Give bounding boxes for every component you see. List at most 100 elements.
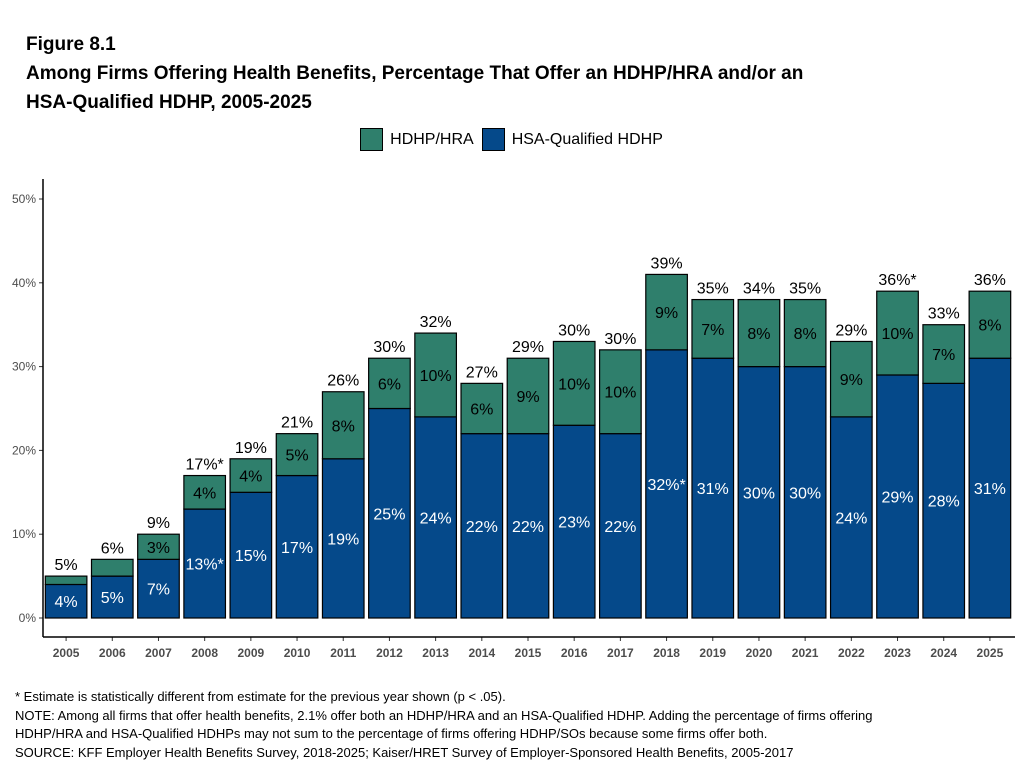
bar-hdhp-hra-2011: [321, 391, 365, 460]
data-label-hdhp-hra-2021: 8%: [794, 326, 817, 343]
total-label-2014: 27%: [466, 364, 498, 381]
bar-hsa-2019: [691, 357, 735, 619]
legend-swatch-hsa: [481, 128, 505, 151]
data-label-hdhp-hra-2016: 10%: [558, 376, 590, 393]
total-label-2011: 26%: [327, 373, 359, 390]
x-tick-label-2024: 2024: [930, 646, 957, 660]
bar-hsa-2014: [460, 433, 504, 619]
data-label-hsa-2016: 23%: [558, 515, 590, 532]
data-label-hdhp-hra-2020: 8%: [747, 326, 770, 343]
title-block: Figure 8.1 Among Firms Offering Health B…: [26, 30, 1006, 117]
bar-hdhp-hra-2016: [552, 340, 596, 426]
legend-label-hsa: HSA-Qualified HDHP: [511, 130, 663, 148]
bar-hsa-2025: [968, 357, 1012, 619]
total-label-2019: 35%: [697, 281, 729, 298]
y-tick-label: 20%: [12, 443, 36, 457]
footnote-source: SOURCE: KFF Employer Health Benefits Sur…: [15, 744, 794, 760]
data-label-hsa-2023: 29%: [882, 489, 914, 506]
total-label-2018: 39%: [651, 255, 683, 272]
bar-hsa-2015: [506, 433, 550, 619]
bar-hsa-2020: [737, 366, 781, 619]
bar-hdhp-hra-2025: [968, 290, 1012, 359]
data-label-hsa-2005: 4%: [55, 594, 78, 611]
bar-hdhp-hra-2009: [229, 458, 273, 493]
x-tick-label-2007: 2007: [145, 646, 172, 660]
bar-hsa-2010: [275, 474, 319, 619]
total-label-2008: 17%*: [186, 457, 224, 474]
bar-hsa-2016: [552, 424, 596, 619]
data-label-hdhp-hra-2008: 4%: [193, 485, 216, 502]
bar-hsa-2012: [368, 407, 411, 619]
footnote-asterisk: * Estimate is statistically different fr…: [15, 689, 506, 704]
bar-hsa-2018: [645, 349, 688, 619]
x-tick-label-2009: 2009: [238, 646, 265, 660]
total-label-2022: 29%: [835, 322, 867, 339]
x-tick-label-2023: 2023: [884, 646, 911, 660]
x-tick-label-2014: 2014: [468, 646, 495, 660]
bar-hsa-2013: [414, 416, 458, 619]
total-label-2007: 9%: [147, 515, 170, 532]
data-label-hsa-2009: 15%: [235, 548, 267, 565]
footnote-note-line-1: NOTE: Among all firms that offer health …: [15, 707, 873, 723]
bar-hdhp-hra-2010: [275, 433, 319, 477]
bar-hdhp-hra-2015: [506, 357, 550, 435]
data-label-hsa-2013: 24%: [420, 510, 452, 527]
y-tick-label: 50%: [12, 192, 36, 206]
data-label-hsa-2012: 25%: [373, 506, 405, 523]
chart-title-line-1: Among Firms Offering Health Benefits, Pe…: [26, 63, 804, 84]
stacked-bar-chart: 0% 10% 20% 30% 40% 50% 4% 5% 2005 5% 6% 2006 7% 3% 9% 2…: [12, 179, 1015, 660]
y-tick-label: 10%: [12, 527, 36, 541]
bar-hdhp-hra-2014: [460, 382, 504, 435]
total-label-2012: 30%: [373, 339, 405, 356]
legend-item-hsa: HSA-Qualified HDHP: [481, 128, 663, 151]
data-label-hsa-2019: 31%: [697, 481, 729, 498]
total-label-2013: 32%: [420, 314, 452, 331]
x-tick-label-2016: 2016: [561, 646, 588, 660]
y-tick-label: 30%: [12, 360, 36, 374]
x-tick-label-2005: 2005: [53, 646, 80, 660]
data-label-hdhp-hra-2017: 10%: [604, 385, 636, 402]
data-label-hdhp-hra-2007: 3%: [147, 540, 170, 557]
data-label-hsa-2015: 22%: [512, 519, 544, 536]
legend-swatch-hdhp-hra: [360, 128, 384, 151]
chart-title-line-2: HSA-Qualified HDHP, 2005-2025: [26, 92, 312, 113]
bar-hdhp-hra-2012: [368, 357, 411, 410]
footnotes: * Estimate is statistically different fr…: [15, 688, 1010, 762]
bar-hsa-2022: [829, 416, 873, 619]
x-tick-label-2013: 2013: [422, 646, 449, 660]
data-label-hdhp-hra-2023: 10%: [882, 326, 914, 343]
x-tick-label-2018: 2018: [653, 646, 680, 660]
bar-hdhp-hra-2005: [44, 575, 88, 586]
x-tick-label-2017: 2017: [607, 646, 634, 660]
x-tick-label-2021: 2021: [792, 646, 819, 660]
total-label-2023: 36%*: [878, 272, 916, 289]
bar-hdhp-hra-2017: [598, 349, 642, 435]
figure-label: Figure 8.1: [26, 34, 116, 55]
chart-legend: HDHP/HRA HSA-Qualified HDHP: [0, 128, 1023, 151]
data-label-hdhp-hra-2025: 8%: [978, 318, 1001, 335]
x-tick-label-2019: 2019: [699, 646, 726, 660]
data-label-hsa-2025: 31%: [974, 481, 1006, 498]
x-tick-label-2015: 2015: [515, 646, 542, 660]
legend-label-hdhp-hra: HDHP/HRA: [390, 130, 474, 148]
bar-hsa-2009: [229, 491, 273, 619]
bar-hsa-2008: [183, 508, 227, 619]
bar-hsa-2021: [783, 366, 827, 619]
data-label-hdhp-hra-2011: 8%: [332, 418, 355, 435]
total-label-2006: 6%: [101, 540, 124, 557]
total-label-2025: 36%: [974, 272, 1006, 289]
bar-hdhp-hra-2019: [691, 298, 735, 359]
data-label-hdhp-hra-2010: 5%: [285, 448, 308, 465]
data-label-hsa-2021: 30%: [789, 485, 821, 502]
data-label-hsa-2007: 7%: [147, 582, 170, 599]
legend-item-hdhp-hra: HDHP/HRA: [360, 128, 474, 151]
data-label-hsa-2010: 17%: [281, 540, 313, 557]
data-label-hdhp-hra-2012: 6%: [378, 376, 401, 393]
bar-hdhp-hra-2006: [90, 558, 134, 577]
x-tick-label-2008: 2008: [191, 646, 218, 660]
total-label-2020: 34%: [743, 281, 775, 298]
total-label-2009: 19%: [235, 440, 267, 457]
total-label-2021: 35%: [789, 281, 821, 298]
total-label-2005: 5%: [55, 557, 78, 574]
data-label-hsa-2024: 28%: [928, 494, 960, 511]
